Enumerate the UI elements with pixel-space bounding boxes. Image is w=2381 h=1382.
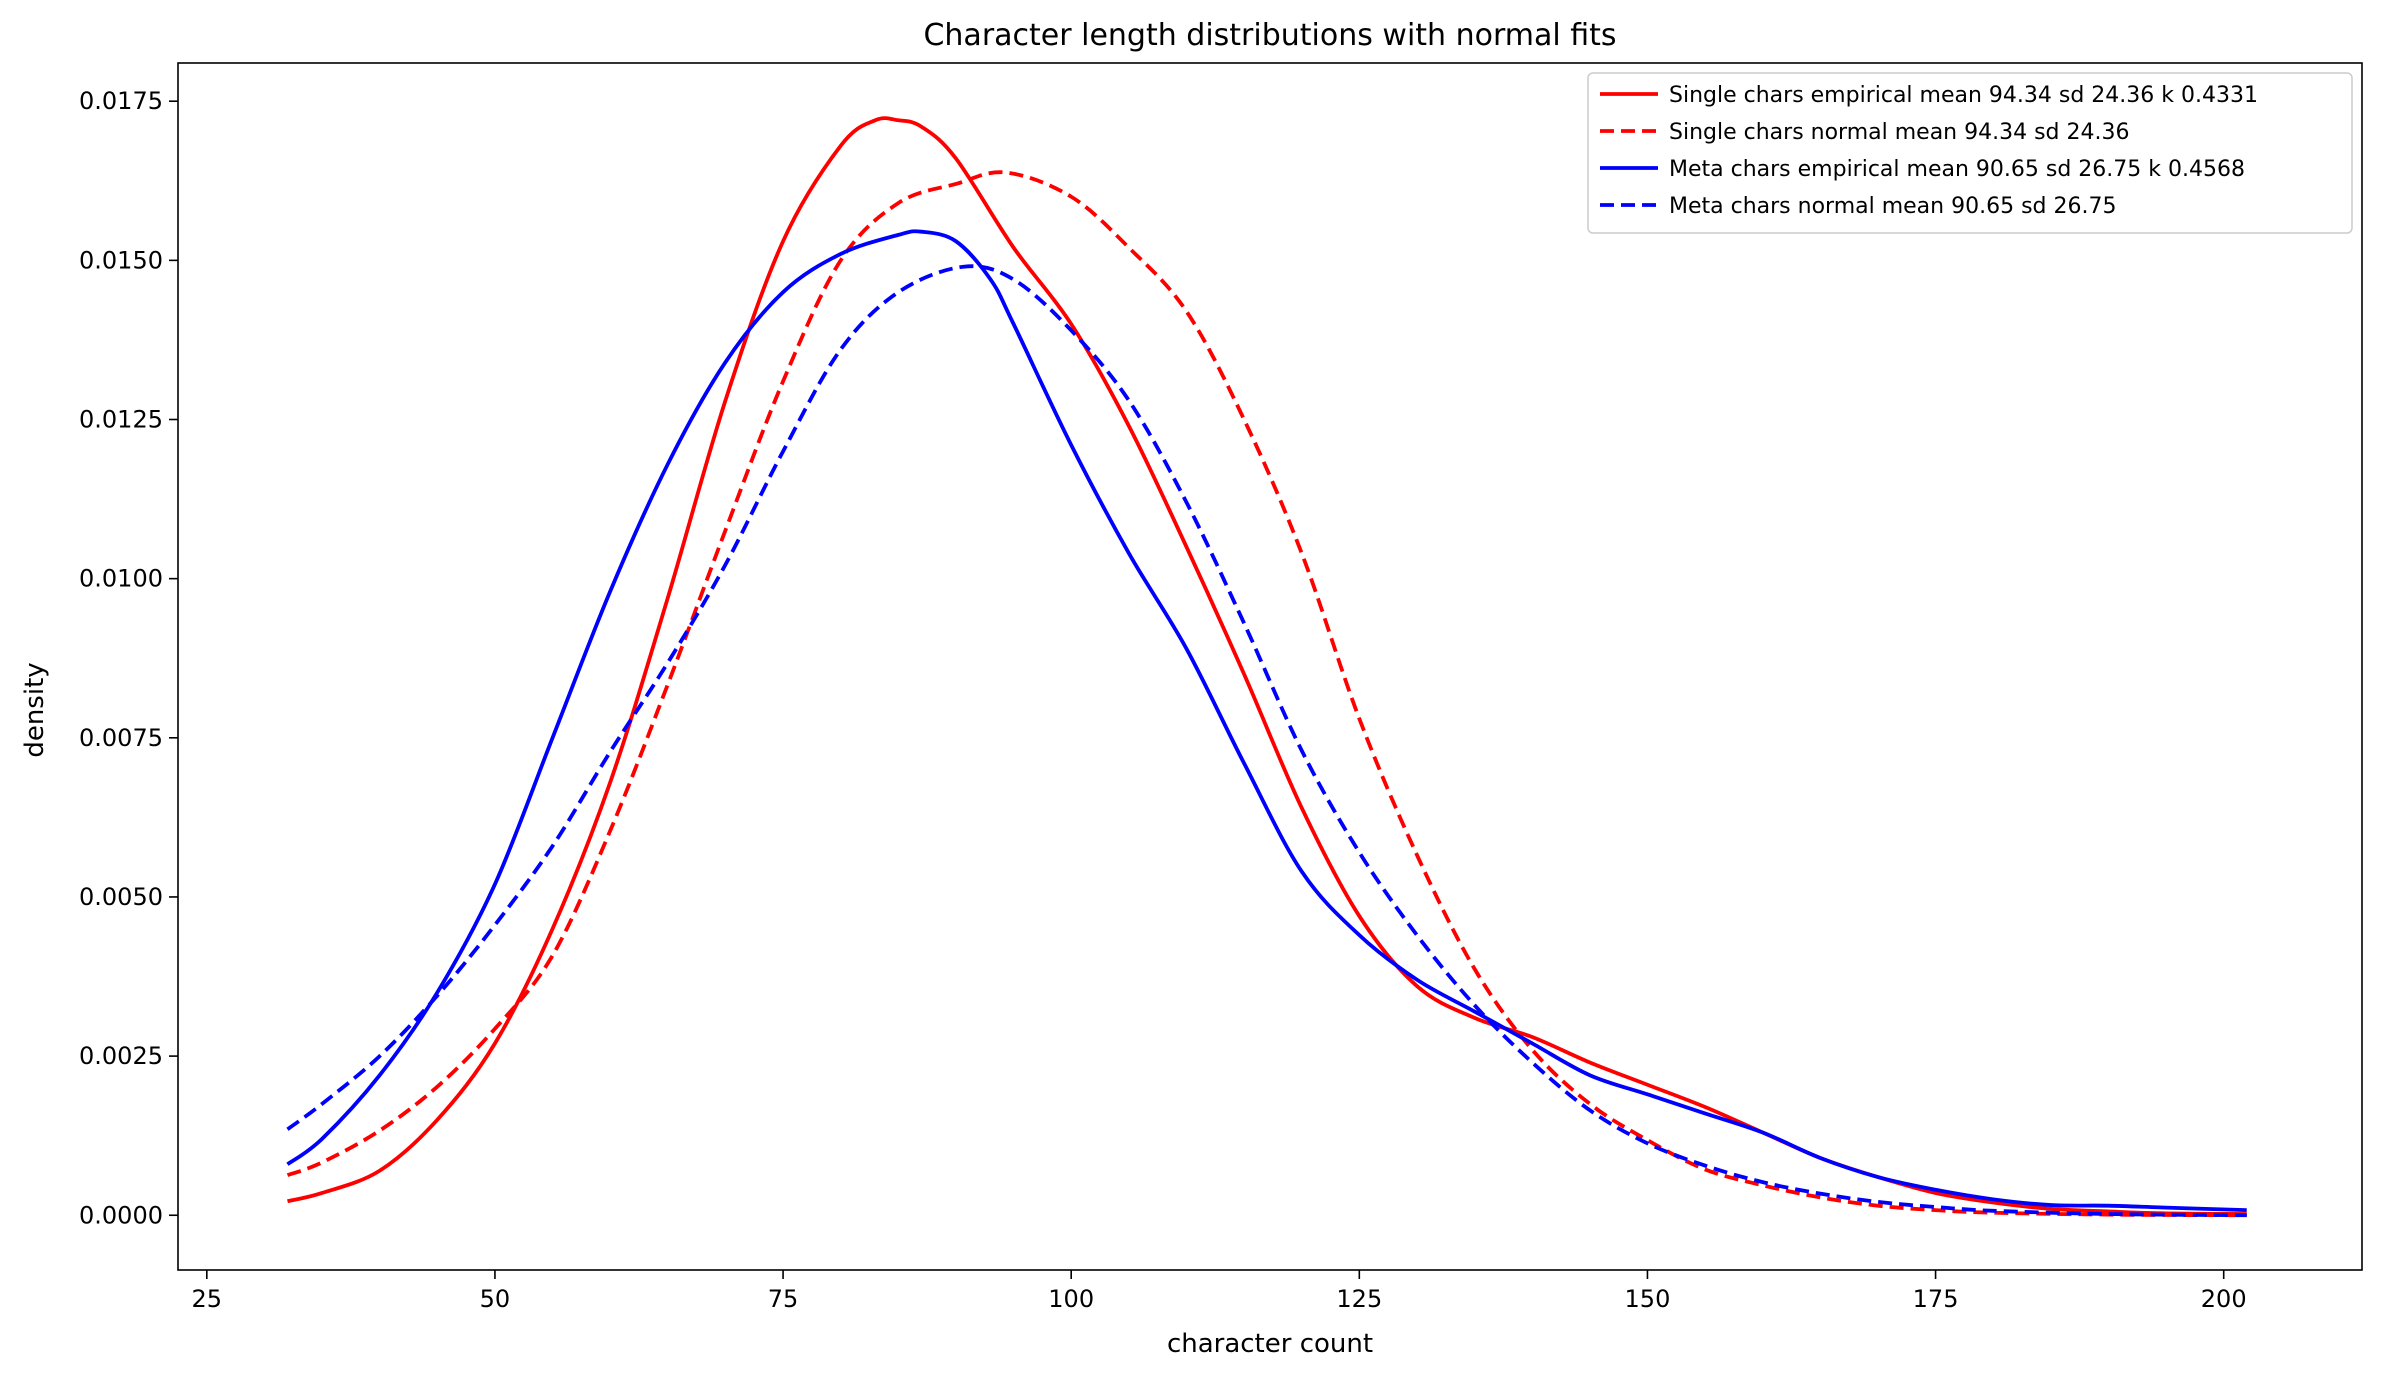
legend-label-1: Single chars empirical mean 94.34 sd 24.… <box>1669 83 2258 108</box>
y-tick-label: 0.0050 <box>79 883 163 911</box>
x-tick-label: 50 <box>480 1285 511 1313</box>
series-line-3 <box>286 229 2247 1213</box>
y-tick-label: 0.0150 <box>79 246 163 274</box>
x-tick-label: 75 <box>768 1285 799 1313</box>
plot-area: 25 50 75 100 125 150 175 200 0.0000 0.0025 0.0050 0… <box>79 62 2363 1313</box>
legend-box <box>1587 72 2353 234</box>
y-tick-label: 0.0075 <box>79 724 163 752</box>
y-tick-label: 0.0000 <box>79 1201 163 1229</box>
x-tick-label: 175 <box>1913 1285 1959 1313</box>
legend-label-2: Single chars normal mean 94.34 sd 24.36 <box>1669 120 2130 145</box>
x-tick-label: 125 <box>1336 1285 1382 1313</box>
plot-frame <box>177 62 2363 1271</box>
y-tick-label: 0.0125 <box>79 405 163 433</box>
x-tick-label: 150 <box>1625 1285 1671 1313</box>
legend: Single chars empirical mean 94.34 sd 24.… <box>1587 72 2353 234</box>
chart-title: Character length distributions with norm… <box>923 18 1616 53</box>
y-tick-label: 0.0100 <box>79 565 163 593</box>
y-tick-label: 0.0025 <box>79 1042 163 1070</box>
series-line-2 <box>286 170 2247 1218</box>
legend-label-3: Meta chars empirical mean 90.65 sd 26.75… <box>1669 157 2245 182</box>
y-tick-label: 0.0175 <box>79 87 163 115</box>
legend-label-4: Meta chars normal mean 90.65 sd 26.75 <box>1669 194 2116 219</box>
x-tick-label: 25 <box>192 1285 223 1313</box>
x-tick-label: 200 <box>2201 1285 2247 1313</box>
x-tick-label: 100 <box>1048 1285 1094 1313</box>
series-line-4 <box>286 264 2247 1218</box>
x-axis-label: character count <box>1167 1329 1373 1359</box>
y-axis-label: density <box>20 662 50 757</box>
